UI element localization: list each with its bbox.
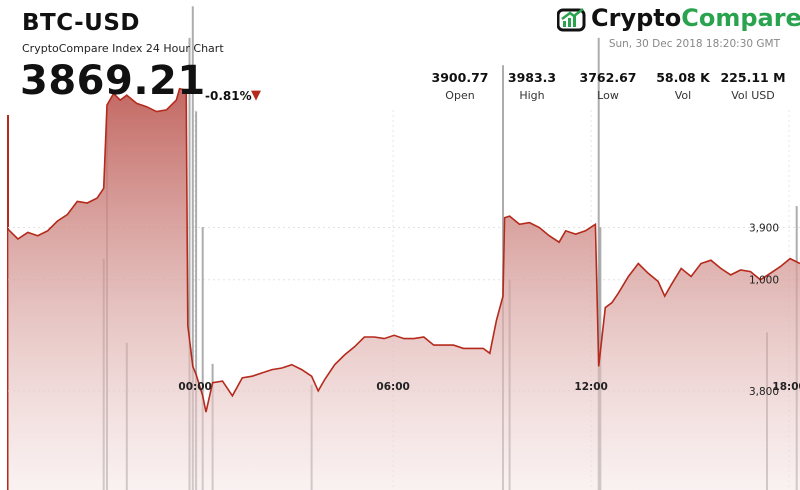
stat-value: 3762.67: [579, 70, 637, 85]
price-tick-label: 3,900: [749, 223, 779, 235]
price-line: [7, 87, 800, 413]
price-tick-label: 3,800: [749, 386, 779, 398]
price-area: [8, 88, 800, 490]
time-tick-label: 18:00: [772, 381, 800, 393]
stat-label: Vol USD: [731, 89, 775, 102]
stat-low: 3762.67 Low: [568, 70, 648, 102]
volume-bar: [188, 37, 191, 490]
stat-label: Open: [445, 89, 475, 102]
stat-label: Low: [597, 89, 619, 102]
time-tick-label: 12:00: [574, 381, 607, 393]
logo-text-crypto: Crypto: [591, 4, 682, 32]
volume-bar: [191, 6, 194, 490]
down-arrow-icon: ▼: [251, 88, 261, 103]
volume-bar: [201, 227, 204, 490]
stat-value: 225.11 M: [720, 70, 786, 85]
price-change-percent: -0.81%: [205, 89, 252, 103]
stat-value: 58.08 K: [656, 70, 710, 85]
volume-tick-label: 1,000: [749, 275, 779, 287]
logo-text-compare: Compare: [681, 4, 800, 32]
current-price: 3869.21: [20, 58, 206, 104]
timestamp: Sun, 30 Dec 2018 18:20:30 GMT: [608, 38, 780, 50]
stat-value: 3983.3: [507, 70, 557, 85]
stat-vol-usd: 225.11 M Vol USD: [713, 70, 793, 102]
cryptocompare-logo[interactable]: CryptoCompare: [557, 4, 800, 36]
time-tick-label: 06:00: [376, 381, 409, 393]
volume-bar: [597, 37, 600, 490]
stat-open: 3900.77 Open: [420, 70, 500, 102]
stat-vol: 58.08 K Vol: [643, 70, 723, 102]
chart-subtitle: CryptoCompare Index 24 Hour Chart: [22, 42, 224, 55]
stat-label: Vol: [674, 89, 692, 102]
chart-logo-icon: [557, 8, 586, 32]
stat-value: 3900.77: [431, 70, 489, 85]
volume-bar: [195, 111, 198, 490]
time-tick-label: 00:00: [178, 381, 211, 393]
stat-high: 3983.3 High: [492, 70, 572, 102]
pair-title: BTC-USD: [22, 10, 141, 36]
stat-label: High: [519, 89, 545, 102]
stats-panel: 3900.77 Open 3983.3 High 3762.67 Low 58.…: [420, 70, 790, 110]
